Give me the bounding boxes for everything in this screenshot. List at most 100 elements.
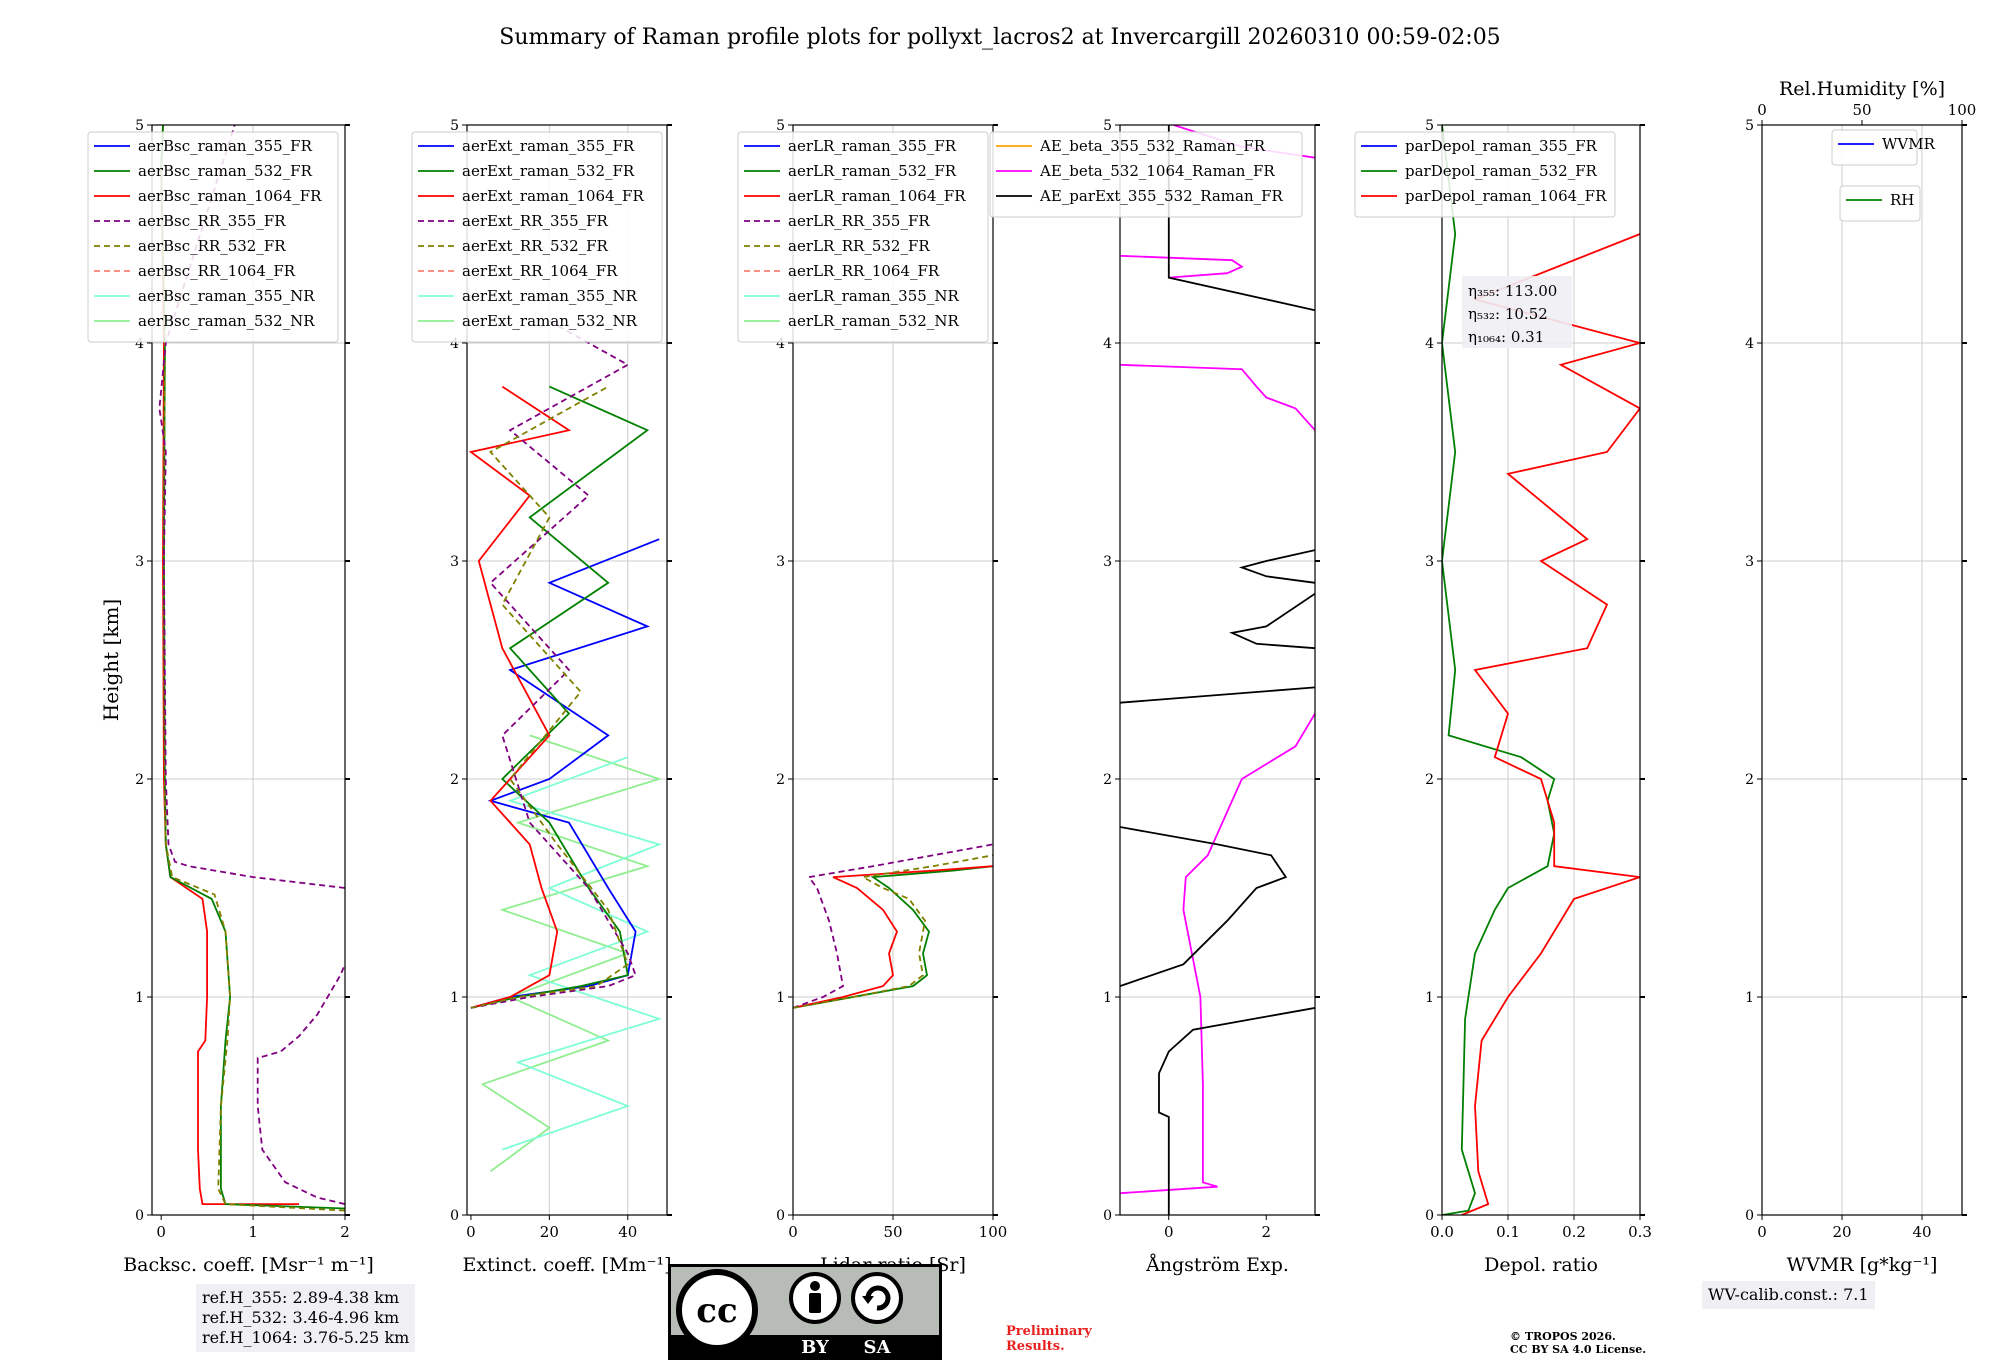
legend-label: aerExt_RR_355_FR: [462, 212, 609, 230]
legend-label: aerBsc_RR_532_FR: [138, 237, 286, 255]
series-line-aerExt_RR_532_FR: [470, 385, 629, 1009]
legend-label: aerBsc_raman_355_FR: [138, 137, 313, 155]
ytick-label: 3: [1745, 554, 1754, 570]
top-tick-label: 100: [1948, 101, 1977, 119]
eta-annotations: η₃₅₅: 113.00 η₅₃₂: 10.52 η₁₀₆₄: 0.31: [1462, 276, 1572, 348]
legend-label: AE_beta_355_532_Raman_FR: [1039, 137, 1266, 155]
ytick-label: 5: [776, 118, 785, 134]
legend-label: aerBsc_raman_355_NR: [138, 287, 315, 305]
series-line-AE_parExt_355_532_Raman_FR_up2: [1229, 592, 1315, 650]
ytick-label: 5: [1745, 118, 1754, 134]
legend-label: aerLR_raman_532_FR: [788, 162, 957, 180]
legend-label: aerExt_raman_1064_FR: [462, 187, 644, 205]
ytick-label: 3: [776, 554, 785, 570]
legend-label: aerExt_RR_532_FR: [462, 237, 609, 255]
legend-label: aerLR_RR_1064_FR: [788, 262, 940, 280]
legend-label: aerBsc_raman_532_FR: [138, 162, 313, 180]
ytick-label: 4: [450, 336, 459, 352]
xaxis-label-depol: Depol. ratio: [1484, 1254, 1598, 1276]
top-tick-label: 50: [1852, 101, 1871, 119]
legend-depol: parDepol_raman_355_FR parDepol_raman_532_…: [1354, 131, 1616, 218]
legend-label: aerLR_RR_355_FR: [788, 212, 930, 230]
series-line-aerBsc_raman_1064_FR: [160, 125, 299, 1205]
series-line-aerExt_raman_355_NR: [502, 756, 663, 1151]
eta-value: 10.52: [1505, 305, 1548, 323]
series-line-parDepol_raman_1064_FR: [1461, 233, 1640, 1215]
legend-ext-box: [411, 131, 663, 343]
panel-depol: 0 1 2 3 4 5 0.0 0.1 0.2 0.3 Depol. ratio parDepol_r…: [1354, 118, 1652, 1276]
ytick-label: 4: [776, 336, 785, 352]
xtick-label: 2: [1261, 1223, 1271, 1241]
xaxis-label-ae: Ångström Exp.: [1145, 1254, 1289, 1276]
legend-label: WVMR: [1882, 135, 1936, 153]
ytick-label: 2: [1425, 772, 1434, 788]
legend-label: aerLR_raman_1064_FR: [788, 187, 966, 205]
xaxis-label-wv: WVMR [g*kg⁻¹]: [1787, 1254, 1938, 1276]
ytick-label: 2: [776, 772, 785, 788]
legend-bsc-box: [87, 131, 339, 343]
ytick-label: 0: [1425, 1208, 1434, 1224]
xtick-label: 0.2: [1562, 1223, 1586, 1241]
series-line-aerExt_raman_532_FR: [470, 385, 650, 1009]
ytick-label: 4: [1745, 336, 1754, 352]
xtick-label: 2: [340, 1223, 350, 1241]
grid-wv: [1762, 125, 1962, 1215]
legend-label: aerExt_RR_1064_FR: [462, 262, 618, 280]
series-line-aerBsc_RR_532_FR: [160, 168, 345, 1212]
figure-title: Summary of Raman profile plots for polly…: [499, 25, 1500, 50]
ytick-label: 1: [1425, 990, 1434, 1006]
legend-rh: RH: [1839, 185, 1921, 222]
xtick-label: 40: [618, 1223, 637, 1241]
cc-circle-icon: [676, 1269, 758, 1351]
cc-letters: cc: [696, 1291, 737, 1331]
cc-by-sa-badge: cc BY SA: [668, 1264, 942, 1360]
y-axis-label: Height [km]: [99, 599, 123, 721]
legend-label: aerBsc_raman_1064_FR: [138, 187, 322, 205]
legend-label: parDepol_raman_1064_FR: [1405, 187, 1607, 205]
axes-frame-depol: [1441, 124, 1641, 1216]
top-tick-label: 0: [1757, 101, 1767, 119]
eta-value: 0.31: [1511, 328, 1544, 346]
series-line-aerExt_RR_355_FR: [470, 320, 637, 1009]
eta-box: [1462, 276, 1572, 348]
xtick-label: 0.3: [1628, 1223, 1652, 1241]
eta-value: 113.00: [1505, 282, 1558, 300]
ytick-label: 5: [1103, 118, 1112, 134]
reference-heights-box: ref.H_355: 2.89-4.38 km ref.H_532: 3.46-…: [196, 1284, 416, 1352]
eta-label: η₅₃₂: 10.52: [1468, 305, 1548, 323]
axes-frame-ae: [1119, 124, 1316, 1216]
ytick-label: 3: [1103, 554, 1112, 570]
series-line-AE_parExt_355_532_Raman_FR_mid: [1120, 826, 1288, 987]
ytick-label: 3: [1425, 554, 1434, 570]
series-line-aerBsc_RR_355_FR: [256, 963, 345, 1205]
xaxis-label-bsc: Backsc. coeff. [Msr⁻¹ m⁻¹]: [123, 1254, 374, 1276]
legend-label: aerBsc_RR_1064_FR: [138, 262, 296, 280]
legend-label: RH: [1890, 191, 1914, 209]
legend-label: aerExt_raman_532_NR: [462, 312, 638, 330]
legend-wv: WVMR: [1831, 129, 1936, 166]
legend-rh-box: [1839, 185, 1921, 222]
eta-label: η₁₀₆₄: 0.31: [1468, 328, 1544, 346]
share-alike-arrow: [862, 1296, 874, 1304]
legend-label: aerExt_raman_355_FR: [462, 137, 635, 155]
series-line-AE_beta_532_1064_Raman_FR_upper: [1120, 363, 1315, 431]
xtick-label: 20: [1832, 1223, 1851, 1241]
legend-label: aerBsc_RR_355_FR: [138, 212, 286, 230]
copyright-note: © TROPOS 2026. CC BY SA 4.0 License.: [1510, 1330, 1647, 1356]
series-ext: [468, 320, 663, 1173]
ytick-label: 4: [135, 336, 144, 352]
ytick-label: 5: [1425, 118, 1434, 134]
panel-ext: 0 1 2 3 4 5 0 20 40 Extinct. coeff. [Mm⁻¹] aerExt_…: [411, 118, 672, 1276]
ytick-label: 4: [1425, 336, 1434, 352]
ytick-label: 2: [1745, 772, 1754, 788]
legend-label: aerLR_raman_532_NR: [788, 312, 959, 330]
series-bsc: [158, 125, 345, 1212]
ytick-label: 1: [1103, 990, 1112, 1006]
legend-label: AE_beta_532_1064_Raman_FR: [1039, 162, 1275, 180]
xtick-label: 0: [466, 1223, 476, 1241]
series-line-aerExt_raman_355_FR: [470, 538, 660, 1009]
legend-label: aerLR_RR_532_FR: [788, 237, 930, 255]
xtick-label: 0: [1757, 1223, 1767, 1241]
